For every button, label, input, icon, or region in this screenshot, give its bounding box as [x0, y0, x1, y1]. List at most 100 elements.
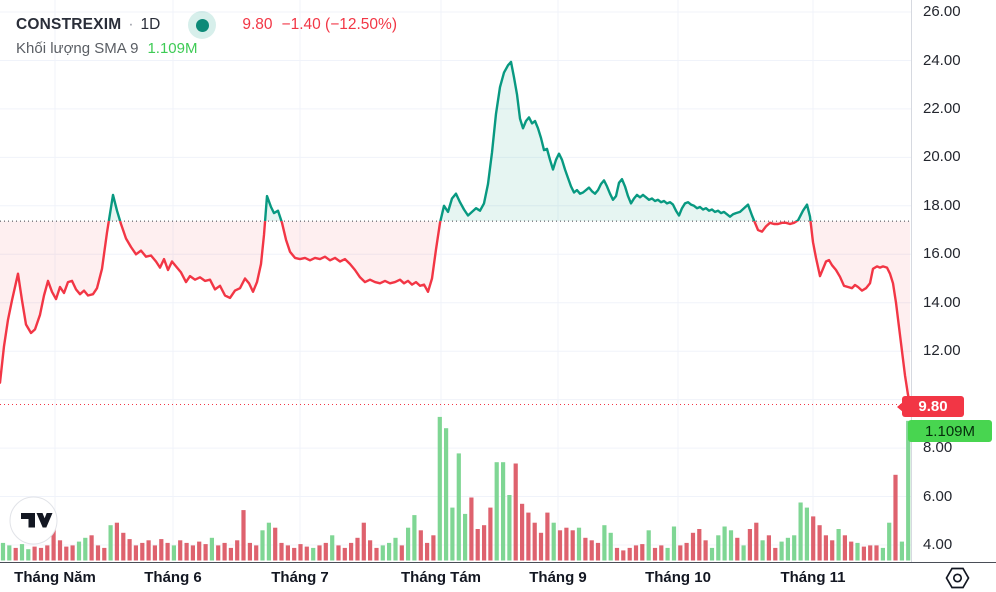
volume-bar — [868, 545, 873, 561]
timezone-hexagon-button[interactable] — [944, 566, 971, 590]
volume-bar — [235, 540, 240, 561]
volume-bar — [342, 547, 347, 561]
last-price-value: 9.80 — [242, 16, 273, 33]
time-axis[interactable]: Tháng Năm Tháng 6 Tháng 7 Tháng Tám Tháng 9 T… — [0, 562, 996, 592]
volume-bar — [614, 547, 620, 561]
price-tick-label: 8.00 — [923, 439, 953, 457]
volume-bar — [209, 537, 214, 561]
volume-bar — [399, 545, 404, 561]
chart-plot-area[interactable] — [0, 0, 911, 562]
last-price-badge: 9.80 — [897, 396, 964, 417]
volume-bar — [880, 547, 885, 561]
volume-bar — [811, 516, 816, 561]
volume-bar — [557, 530, 563, 561]
volume-bar — [178, 540, 183, 561]
volume-bar — [633, 545, 639, 561]
timeframe[interactable]: 1D — [140, 16, 161, 33]
volume-bar — [766, 535, 771, 561]
volume-bar — [0, 542, 6, 561]
volume-indicator-legend: Khối lượng SMA 9 1.109M — [16, 40, 198, 57]
volume-bar — [823, 535, 828, 561]
volume-bar — [323, 542, 328, 561]
price-axis[interactable]: 26.00 24.00 22.00 20.00 18.00 16.00 14.00 12.00… — [911, 0, 996, 562]
volume-bar — [501, 462, 506, 561]
price-tick-label: 12.00 — [923, 342, 961, 360]
volume-bar — [64, 546, 69, 561]
price-tick-label: 20.00 — [923, 148, 961, 166]
source-dot-button[interactable] — [188, 11, 217, 39]
volume-bar — [45, 545, 50, 561]
volume-bar — [608, 532, 613, 561]
volume-bar — [728, 530, 734, 561]
volume-bar — [266, 522, 271, 561]
volume-bar — [551, 522, 556, 561]
volume-bar — [861, 546, 866, 561]
volume-bar — [222, 542, 227, 561]
volume-bar — [260, 530, 265, 561]
volume-bar — [722, 526, 727, 561]
volume-bar — [298, 544, 303, 561]
volume-bar — [494, 462, 499, 561]
volume-bar — [855, 542, 860, 561]
volume-bar — [241, 510, 246, 561]
volume-bar — [792, 535, 797, 561]
volume-bar — [779, 541, 784, 561]
legend-separator: · — [128, 16, 134, 33]
volume-bar — [203, 544, 208, 561]
volume-bar — [602, 525, 607, 561]
volume-bar — [798, 502, 803, 561]
tradingview-logo-icon — [9, 496, 58, 545]
volume-bar — [273, 527, 278, 561]
volume-bar — [159, 539, 164, 561]
volume-bar — [621, 550, 626, 561]
volume-bar — [13, 547, 18, 561]
price-area-fill-down — [0, 221, 910, 405]
volume-bar — [171, 545, 176, 561]
price-tick-label: 16.00 — [923, 245, 961, 263]
tradingview-logo[interactable] — [9, 496, 58, 545]
volume-bar — [292, 547, 297, 561]
volume-bar — [349, 542, 354, 561]
volume-bar — [836, 529, 841, 561]
volume-bar — [690, 532, 696, 561]
volume-indicator-label[interactable]: Khối lượng SMA 9 — [16, 40, 139, 57]
volume-bar — [456, 453, 461, 561]
volume-bar — [228, 547, 233, 561]
volume-bar — [184, 542, 189, 561]
volume-bar — [19, 544, 25, 561]
price-tick-label: 24.00 — [923, 51, 961, 69]
volume-bar — [127, 539, 132, 561]
volume-bar — [488, 507, 493, 561]
volume-bar — [387, 542, 392, 561]
volume-bar — [595, 542, 601, 561]
volume-bar — [247, 542, 252, 561]
volume-bar — [513, 463, 518, 561]
volume-bar — [216, 545, 221, 561]
volume-bar — [311, 547, 316, 561]
volume-bar — [374, 547, 379, 561]
volume-bar — [431, 535, 436, 561]
volume-badge-label: 1.109M — [924, 422, 976, 440]
volume-bar — [355, 537, 360, 561]
price-tick-label: 14.00 — [923, 293, 961, 311]
volume-bar — [361, 522, 366, 561]
volume-bar — [747, 529, 752, 561]
volume-bar — [152, 545, 157, 561]
symbol-name[interactable]: CONSTREXIM — [16, 16, 122, 33]
volume-bar — [51, 521, 56, 561]
volume-bar — [520, 503, 525, 561]
volume-bar — [665, 547, 670, 561]
volume-bar — [671, 526, 677, 561]
price-tick-label: 18.00 — [923, 196, 961, 214]
volume-bar — [482, 525, 487, 561]
month-label: Tháng 10 — [645, 569, 711, 586]
volume-bar — [254, 545, 259, 561]
volume-bar — [406, 527, 411, 561]
volume-bar — [121, 532, 126, 561]
price-arrow-icon — [897, 401, 903, 412]
volume-bar — [285, 545, 290, 561]
price-change-value: −1.40 (−12.50%) — [281, 16, 397, 33]
volume-bar — [899, 541, 904, 561]
volume-bar — [304, 546, 309, 561]
volume-bar — [785, 537, 790, 561]
